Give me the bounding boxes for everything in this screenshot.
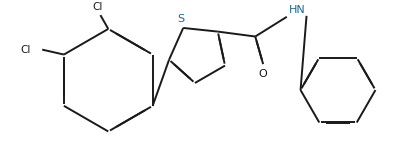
Text: O: O: [259, 69, 268, 79]
Text: HN: HN: [289, 5, 306, 15]
Text: Cl: Cl: [20, 45, 30, 55]
Text: S: S: [178, 14, 185, 24]
Text: Cl: Cl: [92, 2, 103, 12]
